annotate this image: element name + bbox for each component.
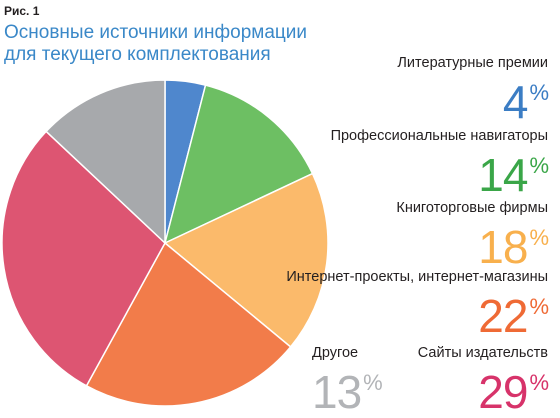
legend-value: 29% xyxy=(418,362,549,418)
legend-item-professional-navigators: Профессиональные навигаторы 14% xyxy=(330,127,549,201)
pie-slice-5 xyxy=(45,79,166,245)
legend-label: Книготорговые фирмы xyxy=(396,200,548,216)
legend-value-number: 13 xyxy=(312,366,362,418)
legend-value: 13% xyxy=(312,362,383,418)
legend-label: Интернет-проекты, интернет-магазины xyxy=(286,269,548,285)
figure-label: Рис. 1 xyxy=(4,4,40,18)
legend-value-number: 18 xyxy=(478,221,528,273)
legend-value-number: 4 xyxy=(502,76,529,128)
legend-percent-sign: % xyxy=(529,225,549,250)
legend-item-internet-projects: Интернет-проекты, интернет-магазины 22% xyxy=(286,268,549,342)
pie-slice-1 xyxy=(163,84,314,245)
legend-percent-sign: % xyxy=(529,153,549,178)
legend-item-publisher-sites: Сайты издательств 29% xyxy=(417,344,549,418)
pie-slice-4 xyxy=(1,130,166,387)
chart-title-line-2: для текущего комплектования xyxy=(4,44,271,65)
legend-percent-sign: % xyxy=(529,80,549,105)
legend-percent-sign: % xyxy=(529,294,549,319)
legend-value-number: 14 xyxy=(478,149,528,201)
legend-value-number: 29 xyxy=(478,366,528,418)
legend-value: 22% xyxy=(286,286,549,342)
legend-value: 18% xyxy=(396,217,549,273)
legend-value: 4% xyxy=(397,72,549,128)
pie-slice-2 xyxy=(163,172,329,348)
legend-percent-sign: % xyxy=(363,370,383,395)
legend-label: Сайты издательств xyxy=(417,345,548,361)
legend-value-number: 22 xyxy=(478,290,528,342)
legend-value: 14% xyxy=(331,145,549,201)
legend-item-literary-prizes: Литературные премии 4% xyxy=(397,54,549,128)
legend-item-other: Другое 13% xyxy=(312,344,383,418)
chart-title: Основные источники информации для текуще… xyxy=(4,22,334,66)
legend-label: Литературные премии xyxy=(397,55,548,71)
legend-percent-sign: % xyxy=(529,370,549,395)
chart-title-line-1: Основные источники информации xyxy=(4,22,307,43)
legend-label: Профессиональные навигаторы xyxy=(330,128,548,144)
pie-slice-3 xyxy=(85,241,292,407)
legend-item-book-trading-companies: Книготорговые фирмы 18% xyxy=(396,199,549,273)
legend-label: Другое xyxy=(312,345,359,361)
